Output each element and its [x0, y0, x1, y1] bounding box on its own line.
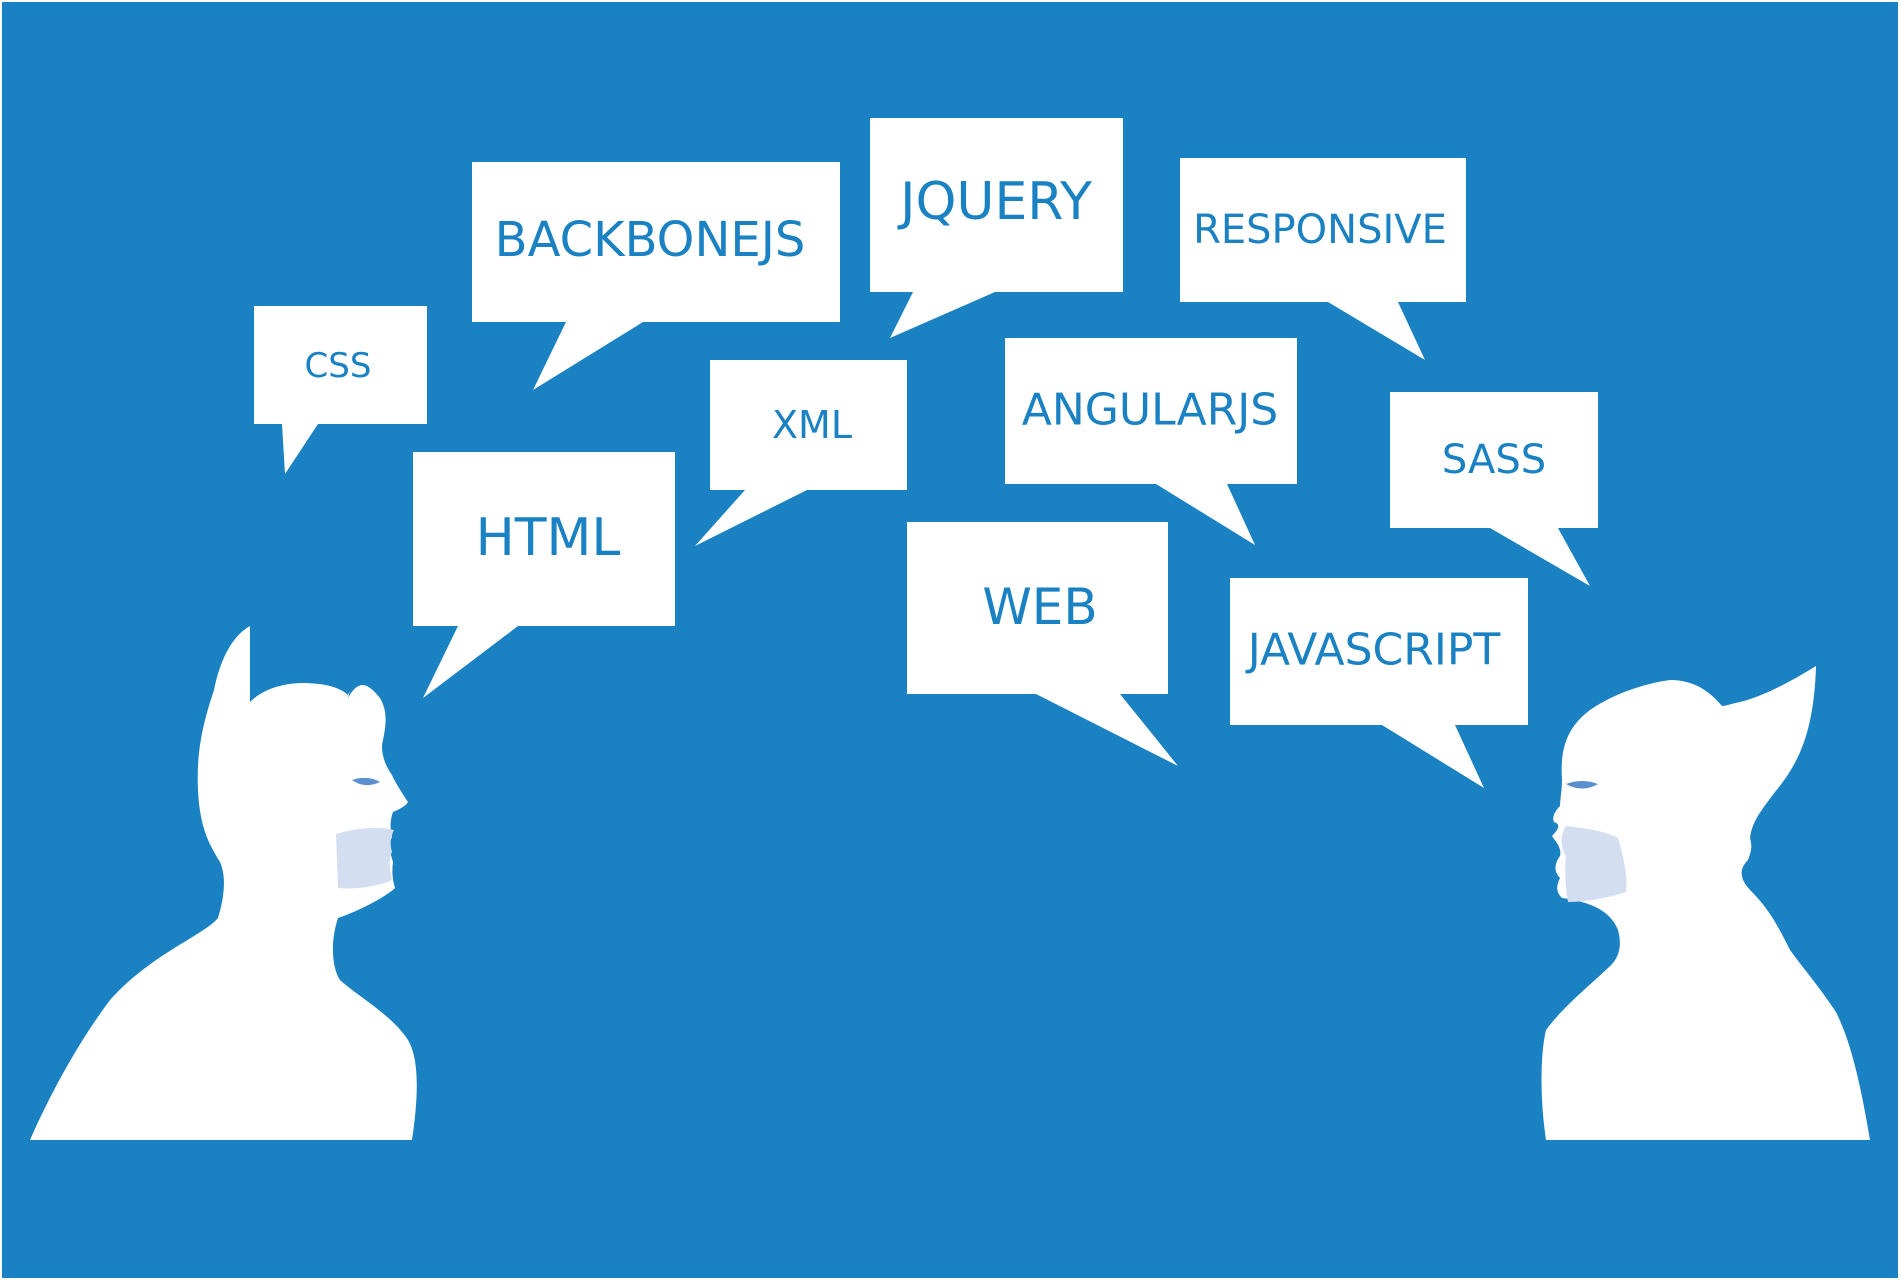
bubble-web-text: WEB	[982, 578, 1097, 636]
bubble-css: CSS	[254, 306, 427, 474]
bubble-web: WEB	[907, 522, 1178, 766]
bubble-html-text: HTML	[476, 508, 621, 568]
bubble-jquery-text: JQUERY	[897, 172, 1092, 232]
right-person-silhouette	[1541, 666, 1870, 1140]
right-person-body	[1541, 666, 1870, 1140]
bubble-responsive-text: RESPONSIVE	[1193, 207, 1447, 253]
speech-bubbles: CSS BACKBONEJS JQUERY RESPONSIVE XML ANG…	[254, 118, 1598, 788]
left-person-body	[30, 626, 417, 1140]
bubble-backbonejs-text: BACKBONEJS	[495, 212, 806, 268]
bubble-sass-text: SASS	[1442, 437, 1546, 483]
bubble-javascript: JAVASCRIPT	[1230, 578, 1528, 788]
left-person-mouth	[336, 827, 394, 889]
left-person-eye	[352, 777, 380, 786]
right-person-mouth	[1561, 826, 1627, 902]
left-person-silhouette	[30, 626, 417, 1140]
bubble-sass: SASS	[1390, 392, 1598, 586]
bubble-css-text: CSS	[305, 346, 372, 386]
bubble-xml: XML	[695, 360, 907, 546]
right-person-eye	[1566, 781, 1598, 789]
bubble-javascript-text: JAVASCRIPT	[1245, 625, 1501, 676]
bubble-responsive: RESPONSIVE	[1180, 158, 1466, 360]
bubble-angularjs: ANGULARJS	[1005, 338, 1297, 545]
bubble-angularjs-text: ANGULARJS	[1022, 385, 1278, 436]
bubble-xml-text: XML	[772, 403, 852, 447]
bubble-jquery: JQUERY	[870, 118, 1123, 338]
bubble-html: HTML	[413, 452, 675, 698]
bubble-backbonejs: BACKBONEJS	[472, 162, 840, 390]
